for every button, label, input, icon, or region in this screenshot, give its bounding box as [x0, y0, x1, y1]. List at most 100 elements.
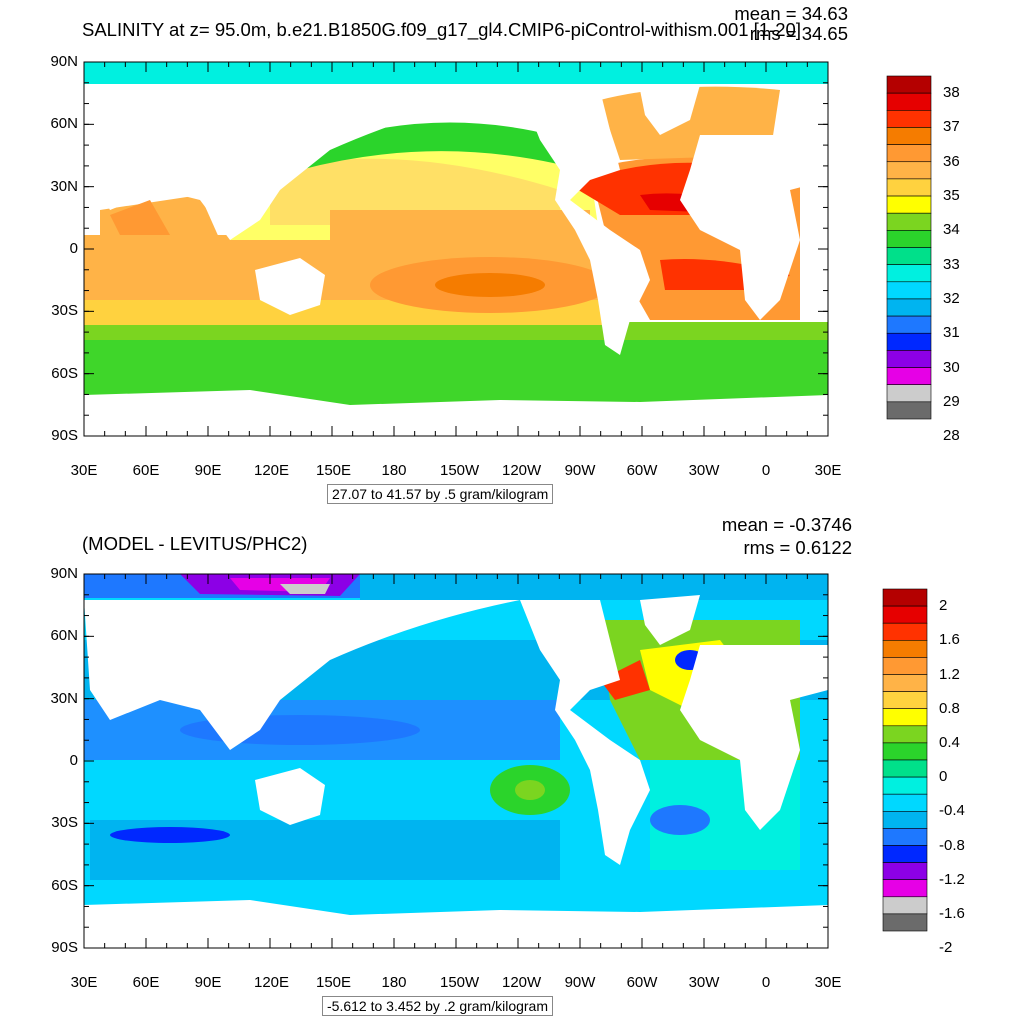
top-colorbar-swatch — [886, 247, 932, 265]
bottom-colorbar-swatch — [882, 845, 928, 863]
bottom-lat-label: 90N — [50, 565, 78, 582]
top-colorbar-swatch — [886, 401, 932, 420]
bottom-colorbar-label: 0.4 — [939, 733, 960, 751]
top-lon-label: 90W — [564, 462, 596, 479]
top-colorbar-swatch — [886, 315, 932, 334]
top-lat-label: 0 — [69, 240, 78, 257]
bottom-colorbar-label: -1.6 — [939, 904, 965, 922]
top-colorbar-swatch — [886, 384, 932, 403]
top-lon-label: 60W — [626, 462, 658, 479]
top-salinity-field — [84, 62, 828, 436]
top-colorbar — [886, 75, 932, 420]
bottom-lat-label: 90S — [51, 939, 78, 956]
top-colorbar-swatch — [886, 195, 932, 214]
top-lat-label: 30S — [51, 302, 78, 320]
bottom-contour-info: -5.612 to 3.452 by .2 gram/kilogram — [322, 996, 554, 1016]
bottom-lat-label: 30S — [51, 814, 78, 832]
bottom-lon-label: 90W — [564, 974, 596, 991]
top-lat-label: 60S — [51, 364, 78, 382]
top-colorbar-label: 32 — [943, 289, 960, 307]
bottom-colorbar-swatch — [882, 810, 928, 829]
top-colorbar-label: 31 — [943, 324, 960, 342]
top-lon-label: 90E — [194, 462, 222, 479]
top-colorbar-label: 34 — [943, 221, 960, 239]
top-colorbar-label: 37 — [943, 118, 960, 136]
top-lon-label: 120E — [254, 462, 290, 479]
bottom-colorbar-swatch — [882, 708, 928, 727]
top-lon-label: 30E — [814, 462, 842, 479]
top-colorbar-swatch — [886, 264, 932, 283]
bottom-colorbar-swatch — [882, 622, 928, 641]
bottom-colorbar-label: 1.2 — [939, 665, 960, 683]
top-colorbar-swatch — [886, 92, 932, 111]
top-lon-label: 30E — [70, 462, 98, 479]
bottom-colorbar-swatch — [882, 605, 928, 624]
bottom-colorbar-swatch — [882, 742, 928, 761]
bottom-colorbar-swatch — [882, 896, 928, 915]
top-colorbar-swatch — [886, 110, 932, 128]
bottom-colorbar-swatch — [882, 588, 928, 607]
bottom-lon-label: 30E — [70, 974, 98, 991]
bottom-lon-label: 30W — [688, 974, 720, 991]
top-colorbar-swatch — [886, 212, 932, 231]
top-colorbar-swatch — [886, 75, 932, 94]
bottom-difference-field — [84, 574, 828, 948]
bottom-lon-label: 0 — [761, 974, 771, 991]
bottom-lat-label: 60S — [51, 876, 78, 894]
bottom-lat-label: 60N — [50, 627, 78, 645]
top-title: SALINITY at z= 95.0m, b.e21.B1850G.f09_g… — [82, 19, 801, 40]
bottom-lon-label: 150E — [316, 974, 352, 991]
bottom-lon-label: 150W — [440, 974, 480, 991]
bottom-colorbar-swatch — [882, 913, 928, 932]
top-colorbar-label: 33 — [943, 255, 960, 273]
bottom-title: (MODEL - LEVITUS/PHC2) — [82, 533, 308, 554]
top-colorbar-swatch — [886, 178, 932, 197]
top-colorbar-swatch — [886, 298, 932, 317]
top-lon-label: 120W — [502, 462, 542, 479]
bottom-colorbar-label: 1.6 — [939, 631, 960, 649]
bottom-colorbar-swatch — [882, 776, 928, 795]
top-colorbar-label: 30 — [943, 358, 960, 376]
bottom-colorbar-swatch — [882, 862, 928, 880]
bottom-colorbar-swatch — [882, 639, 928, 658]
top-colorbar-swatch — [886, 350, 932, 368]
bottom-lon-label: 120E — [254, 974, 290, 991]
top-colorbar-label: 35 — [943, 187, 960, 205]
bottom-lon-label: 120W — [502, 974, 542, 991]
top-lat-label: 90N — [50, 53, 78, 70]
top-colorbar-swatch — [886, 230, 932, 248]
top-colorbar-swatch — [886, 332, 932, 351]
bottom-lon-label: 30E — [814, 974, 842, 991]
bottom-colorbar-label: 2 — [939, 597, 948, 615]
top-colorbar-swatch — [886, 127, 932, 145]
top-lon-label: 30W — [688, 462, 720, 479]
top-rms: rms = 34.65 — [749, 23, 848, 44]
top-lon-label: 150W — [440, 462, 480, 479]
bottom-lon-label: 180 — [381, 974, 407, 991]
bottom-colorbar-swatch — [882, 674, 928, 692]
bottom-colorbar-swatch — [882, 828, 928, 846]
bottom-lon-label: 90E — [194, 974, 222, 991]
top-lat-label: 30N — [50, 177, 78, 195]
top-lon-label: 150E — [316, 462, 352, 479]
bottom-colorbar-label: 0 — [939, 768, 948, 786]
bottom-colorbar-label: -2 — [939, 939, 953, 957]
top-colorbar-label: 38 — [943, 84, 960, 102]
bottom-colorbar-swatch — [882, 725, 928, 744]
bottom-colorbar — [882, 588, 928, 932]
bottom-colorbar-swatch — [882, 759, 928, 778]
bottom-colorbar-swatch — [882, 657, 928, 675]
bottom-colorbar-label: 0.8 — [939, 699, 960, 717]
top-lon-label: 0 — [761, 462, 771, 479]
top-lat-label: 90S — [51, 427, 78, 444]
bottom-lat-label: 30N — [50, 689, 78, 707]
top-colorbar-swatch — [886, 144, 932, 163]
top-colorbar-swatch — [886, 367, 932, 385]
bottom-colorbar-label: -1.2 — [939, 870, 965, 888]
top-colorbar-swatch — [886, 281, 932, 300]
bottom-colorbar-swatch — [882, 793, 928, 812]
bottom-colorbar-label: -0.8 — [939, 836, 965, 854]
bottom-rms: rms = 0.6122 — [743, 537, 853, 558]
top-colorbar-label: 36 — [943, 152, 960, 170]
